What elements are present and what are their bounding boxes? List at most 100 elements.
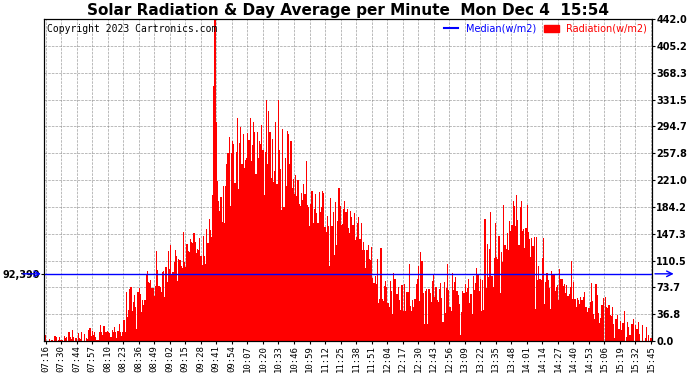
Bar <box>535 309 536 341</box>
Bar <box>577 298 578 341</box>
Bar <box>368 259 370 341</box>
Bar <box>615 318 617 341</box>
Bar <box>424 324 425 341</box>
Bar <box>190 239 191 341</box>
Bar <box>212 195 213 341</box>
Bar <box>617 315 618 341</box>
Bar <box>65 338 66 341</box>
Bar <box>230 206 231 341</box>
Bar <box>461 312 462 341</box>
Bar <box>432 281 433 341</box>
Bar <box>422 293 424 341</box>
Bar <box>201 266 203 341</box>
Bar <box>250 161 252 341</box>
Bar <box>510 231 511 341</box>
Bar <box>508 251 509 341</box>
Bar <box>304 194 306 341</box>
Bar <box>161 292 162 341</box>
Bar <box>157 270 159 341</box>
Bar <box>619 329 620 341</box>
Bar <box>90 336 92 341</box>
Bar <box>433 276 434 341</box>
Bar <box>329 266 331 341</box>
Bar <box>281 210 282 341</box>
Bar <box>231 153 232 341</box>
Bar <box>189 252 190 341</box>
Bar <box>545 282 546 341</box>
Bar <box>99 332 100 341</box>
Bar <box>612 308 613 341</box>
Bar <box>334 255 335 341</box>
Bar <box>343 209 344 341</box>
Bar <box>570 287 571 341</box>
Bar <box>337 220 338 341</box>
Bar <box>546 273 548 341</box>
Bar <box>366 250 368 341</box>
Bar <box>358 216 359 341</box>
Bar <box>310 204 311 341</box>
Bar <box>177 281 178 341</box>
Bar <box>175 250 176 341</box>
Title: Solar Radiation & Day Average per Minute  Mon Dec 4  15:54: Solar Radiation & Day Average per Minute… <box>88 3 609 18</box>
Bar <box>639 334 640 341</box>
Bar <box>199 238 201 341</box>
Bar <box>518 245 520 341</box>
Bar <box>191 242 193 341</box>
Bar <box>282 129 284 341</box>
Bar <box>522 231 523 341</box>
Bar <box>210 230 211 341</box>
Bar <box>563 286 564 341</box>
Bar <box>482 280 483 341</box>
Bar <box>425 291 426 341</box>
Bar <box>217 181 218 341</box>
Bar <box>295 175 296 341</box>
Bar <box>460 335 461 341</box>
Bar <box>87 339 88 341</box>
Bar <box>400 310 402 341</box>
Bar <box>500 293 501 341</box>
Bar <box>164 297 166 341</box>
Bar <box>557 285 558 341</box>
Bar <box>575 307 577 341</box>
Bar <box>204 256 205 341</box>
Bar <box>186 244 188 341</box>
Bar <box>455 277 456 341</box>
Bar <box>273 182 274 341</box>
Bar <box>456 291 457 341</box>
Bar <box>590 303 591 341</box>
Bar <box>606 307 607 341</box>
Bar <box>543 237 544 341</box>
Bar <box>178 259 179 341</box>
Bar <box>346 209 348 341</box>
Bar <box>137 292 139 341</box>
Bar <box>335 202 336 341</box>
Bar <box>226 164 227 341</box>
Bar <box>264 195 265 341</box>
Bar <box>66 337 67 341</box>
Bar <box>435 287 437 341</box>
Bar <box>405 311 406 341</box>
Bar <box>72 330 73 341</box>
Bar <box>127 316 128 341</box>
Bar <box>620 321 621 341</box>
Bar <box>206 229 208 341</box>
Bar <box>552 275 553 341</box>
Bar <box>484 219 486 341</box>
Bar <box>208 219 210 341</box>
Bar <box>205 264 206 341</box>
Bar <box>51 340 52 341</box>
Bar <box>144 300 146 341</box>
Bar <box>607 308 609 341</box>
Bar <box>489 249 491 341</box>
Bar <box>488 277 489 341</box>
Bar <box>102 335 103 341</box>
Bar <box>614 338 615 341</box>
Bar <box>621 330 622 341</box>
Bar <box>227 153 228 341</box>
Bar <box>453 290 454 341</box>
Bar <box>413 306 415 341</box>
Bar <box>520 207 521 341</box>
Bar <box>523 230 524 341</box>
Bar <box>130 287 132 341</box>
Bar <box>216 123 217 341</box>
